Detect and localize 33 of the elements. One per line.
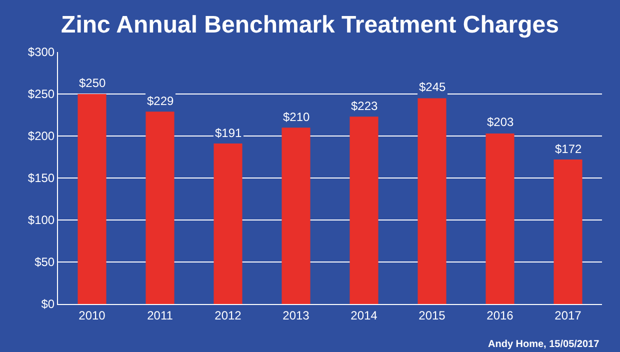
x-tick-label: 2017	[554, 308, 582, 322]
bar	[486, 133, 514, 304]
bar	[78, 94, 106, 304]
data-label: $210	[283, 110, 310, 124]
y-tick-label: $250	[28, 87, 55, 102]
data-label: $245	[419, 80, 446, 94]
y-tick-label: $300	[28, 45, 55, 60]
bar	[350, 116, 378, 304]
chart-title: Zinc Annual Benchmark Treatment Charges	[61, 12, 559, 39]
data-label: $250	[79, 76, 106, 90]
bar	[282, 128, 310, 304]
text: Andy Home, 15/05/2017	[488, 339, 600, 350]
x-tick-label: 2012	[214, 308, 242, 322]
bar	[554, 160, 582, 304]
y-tick-label: $0	[41, 297, 55, 312]
y-tick-label: $200	[28, 129, 55, 144]
data-label: $229	[147, 94, 174, 108]
data-label: $203	[487, 115, 514, 129]
bar	[214, 144, 242, 304]
x-tick-label: 2014	[350, 308, 378, 322]
x-tick-label: 2015	[418, 308, 446, 322]
x-tick-label: 2011	[147, 308, 174, 322]
y-tick-label: $50	[34, 255, 55, 270]
x-tick-label: 2016	[486, 308, 514, 322]
data-label: $191	[215, 126, 242, 140]
data-label: $172	[555, 142, 582, 156]
y-tick-label: $100	[28, 213, 55, 228]
bar	[418, 98, 446, 304]
y-tick-label: $150	[28, 171, 55, 186]
data-label: $223	[351, 99, 378, 113]
x-tick-label: 2010	[78, 308, 106, 322]
x-tick-label: 2013	[282, 308, 310, 322]
bar	[146, 112, 174, 304]
